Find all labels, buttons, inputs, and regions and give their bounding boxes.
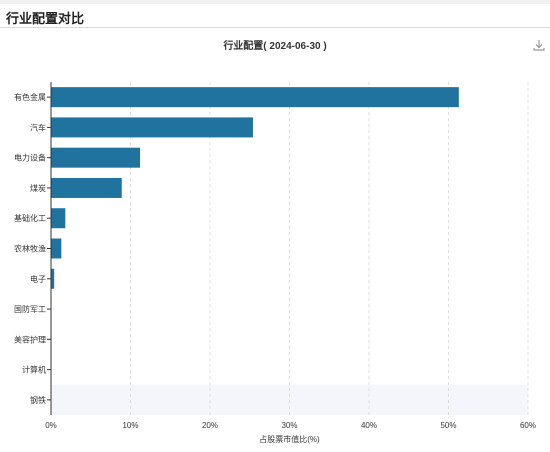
y-tick-label: 基础化工	[14, 213, 46, 223]
x-tick-label: 60%	[520, 421, 536, 430]
top-strip	[0, 0, 550, 4]
y-tick-label: 计算机	[22, 365, 46, 375]
download-icon[interactable]	[532, 38, 546, 52]
panel-header: 行业配置对比	[0, 4, 550, 28]
panel-title: 行业配置对比	[6, 11, 85, 26]
y-tick-label: 有色金属	[14, 92, 46, 102]
y-tick-label: 电力设备	[14, 153, 46, 163]
x-tick-label: 50%	[440, 421, 456, 430]
x-tick-label: 30%	[281, 421, 297, 430]
y-tick-label: 电子	[30, 274, 46, 284]
x-tick-label: 10%	[122, 421, 138, 430]
y-tick-label: 美容护理	[14, 334, 46, 344]
bar[interactable]	[51, 238, 62, 259]
x-axis-title: 占股票市值比(%)	[259, 434, 320, 444]
x-tick-label: 40%	[361, 421, 377, 430]
y-tick-label: 钢铁	[30, 395, 46, 405]
bar[interactable]	[51, 177, 122, 198]
x-tick-label: 20%	[202, 421, 218, 430]
x-tick-labels: 0% 10% 20% 30% 40% 50% 60%	[45, 421, 536, 430]
bars	[51, 87, 459, 289]
bar[interactable]	[51, 208, 66, 229]
y-tick-label: 农林牧渔	[14, 244, 46, 254]
y-tick-label: 汽车	[30, 122, 46, 132]
chart-title: 行业配置( 2024-06-30 )	[223, 41, 327, 52]
y-tick-label: 国防军工	[14, 304, 46, 314]
grid-lines	[130, 82, 529, 415]
bar[interactable]	[51, 268, 55, 289]
bar[interactable]	[51, 147, 141, 168]
y-tick-label: 煤炭	[30, 183, 46, 193]
bar[interactable]	[51, 87, 459, 108]
bar[interactable]	[51, 117, 253, 138]
x-tick-label: 0%	[45, 421, 57, 430]
